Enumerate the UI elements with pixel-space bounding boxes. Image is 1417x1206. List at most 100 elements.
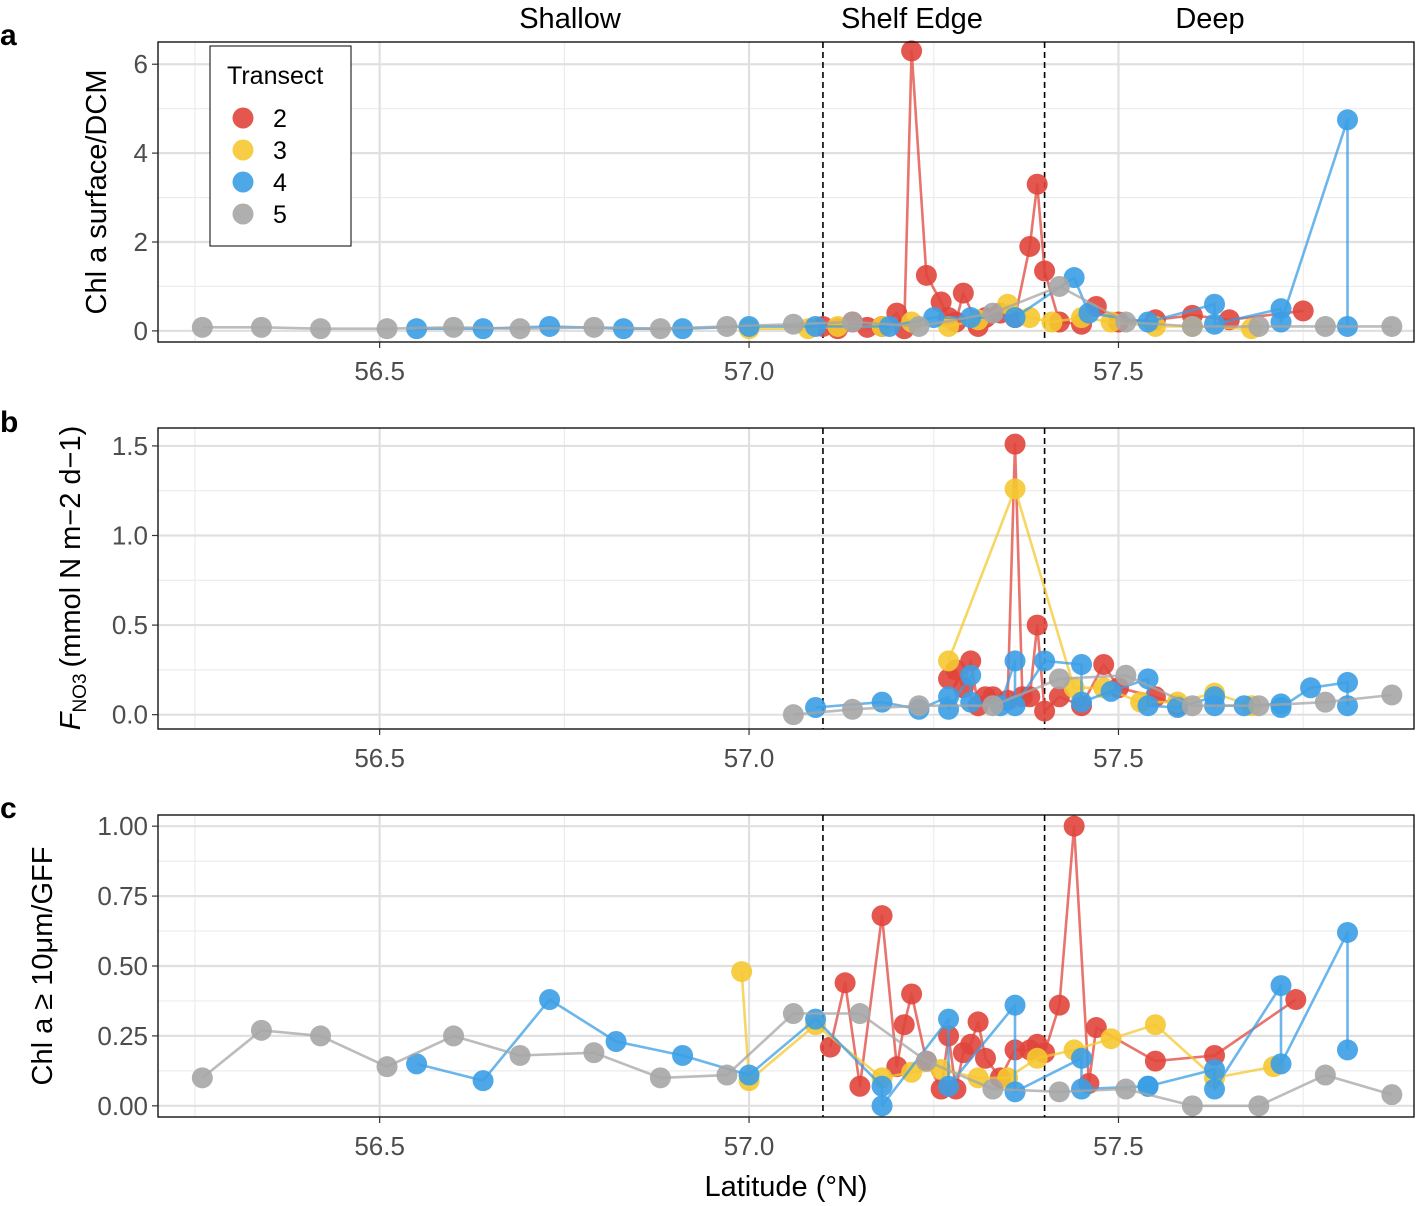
data-point-b-transect-5 bbox=[1381, 684, 1403, 706]
series-line-b-transect-5 bbox=[793, 673, 1392, 716]
data-point-c-transect-4 bbox=[1270, 1053, 1292, 1075]
x-tick-label-c: 56.5 bbox=[354, 1131, 405, 1161]
data-point-a-transect-5 bbox=[782, 313, 804, 335]
panel-c: c 56.5 57.0 57.5 0.00 0.25 0.50 0.75 1.00 Chl a… bbox=[0, 792, 1415, 1161]
data-point-a-transect-5 bbox=[191, 316, 213, 338]
data-point-c-transect-5 bbox=[1248, 1095, 1270, 1117]
data-point-c-transect-4 bbox=[1004, 994, 1026, 1016]
y-axis-title-b-sub: NO3 bbox=[70, 673, 91, 712]
region-label-shallow: Shallow bbox=[519, 3, 622, 35]
y-tick-label-c: 0.75 bbox=[97, 881, 148, 911]
legend: Transect 2 3 4 5 bbox=[209, 45, 352, 247]
data-point-b-transect-4 bbox=[960, 691, 982, 713]
y-tick-label-a: 0 bbox=[134, 316, 148, 346]
data-point-c-transect-2 bbox=[901, 983, 923, 1005]
data-point-c-transect-5 bbox=[982, 1078, 1004, 1100]
data-point-b-transect-5 bbox=[841, 698, 863, 720]
x-tick-label-b: 56.5 bbox=[354, 743, 405, 773]
data-point-c-transect-5 bbox=[1314, 1064, 1336, 1086]
data-point-a-transect-2 bbox=[901, 40, 923, 62]
data-point-c-transect-5 bbox=[583, 1042, 605, 1064]
panel-b-frame bbox=[157, 427, 1415, 730]
data-point-c-transect-2 bbox=[960, 1033, 982, 1055]
data-point-a-transect-2 bbox=[1292, 300, 1314, 322]
data-point-a-transect-4 bbox=[539, 315, 561, 337]
data-point-b-transect-4 bbox=[1337, 671, 1359, 693]
y-tick-label-c: 0.50 bbox=[97, 951, 148, 981]
data-point-a-transect-5 bbox=[716, 315, 738, 337]
data-point-b-transect-2 bbox=[1026, 614, 1048, 636]
data-point-a-transect-5 bbox=[1381, 315, 1403, 337]
data-point-a-transect-4 bbox=[1137, 311, 1159, 333]
data-point-a-transect-4 bbox=[1078, 302, 1100, 324]
y-tick-label-c: 0.00 bbox=[97, 1091, 148, 1121]
data-point-b-transect-2 bbox=[1004, 433, 1026, 455]
data-point-c-transect-4 bbox=[738, 1064, 760, 1086]
data-point-c-transect-3 bbox=[901, 1061, 923, 1083]
data-point-b-transect-5 bbox=[1048, 668, 1070, 690]
data-point-b-transect-2 bbox=[1093, 654, 1115, 675]
y-tick-label-a: 2 bbox=[134, 227, 148, 257]
x-tick-label-c: 57.0 bbox=[724, 1131, 775, 1161]
data-point-c-transect-2 bbox=[893, 1014, 915, 1036]
data-point-c-transect-5 bbox=[509, 1044, 531, 1066]
data-point-b-transect-5 bbox=[1181, 695, 1203, 717]
series-line-c-transect-4 bbox=[416, 931, 1349, 1108]
data-point-c-transect-4 bbox=[1071, 1047, 1093, 1069]
y-tick-label-c: 1.00 bbox=[97, 811, 148, 841]
legend-label-transect-4: 4 bbox=[273, 169, 287, 197]
data-point-b-transect-4 bbox=[1071, 691, 1093, 713]
data-point-c-transect-4 bbox=[805, 1008, 827, 1030]
data-point-b-transect-2 bbox=[1034, 700, 1056, 722]
region-label-shelf-edge: Shelf Edge bbox=[841, 3, 983, 35]
panel-a: a 56.5 57.0 57.5 0 2 4 6 Chl a surface/DCM bbox=[0, 19, 1415, 386]
data-point-b-transect-4 bbox=[1100, 680, 1122, 702]
data-point-c-transect-4 bbox=[672, 1044, 694, 1066]
panel-letter-c: c bbox=[0, 792, 17, 825]
y-tick-label-b: 0.5 bbox=[112, 610, 148, 640]
legend-label-transect-2: 2 bbox=[273, 105, 287, 133]
data-point-b-transect-3 bbox=[938, 650, 960, 672]
data-point-b-transect-4 bbox=[1034, 650, 1056, 672]
data-point-b-transect-4 bbox=[938, 698, 960, 720]
data-point-a-transect-4 bbox=[1337, 109, 1359, 131]
x-tick-label-c: 57.5 bbox=[1093, 1131, 1144, 1161]
y-axis-title-c: Chl a ≥ 10μm/GFF bbox=[27, 847, 59, 1086]
y-tick-label-c: 0.25 bbox=[97, 1021, 148, 1051]
data-point-a-transect-5 bbox=[1314, 315, 1336, 337]
data-point-a-transect-5 bbox=[908, 315, 930, 337]
data-point-c-transect-5 bbox=[915, 1050, 937, 1072]
x-tick-label-b: 57.0 bbox=[724, 743, 775, 773]
data-point-b-transect-4 bbox=[1300, 677, 1322, 699]
data-point-c-transect-4 bbox=[1204, 1078, 1226, 1100]
data-point-c-transect-3 bbox=[1144, 1014, 1166, 1036]
x-tick-label-a: 57.5 bbox=[1093, 356, 1144, 386]
data-point-a-transect-5 bbox=[1181, 315, 1203, 337]
data-point-c-transect-3 bbox=[967, 1067, 989, 1089]
data-point-c-transect-5 bbox=[1048, 1081, 1070, 1103]
legend-key-transect-5 bbox=[232, 203, 254, 225]
y-tick-label-b: 1.5 bbox=[112, 431, 148, 461]
data-point-c-transect-5 bbox=[1381, 1084, 1403, 1106]
data-point-c-transect-5 bbox=[376, 1056, 398, 1078]
data-point-a-transect-2 bbox=[930, 291, 952, 313]
data-point-a-transect-5 bbox=[1115, 311, 1137, 333]
data-point-c-transect-4 bbox=[1004, 1081, 1026, 1103]
data-point-c-transect-5 bbox=[849, 1003, 871, 1025]
region-label-deep: Deep bbox=[1175, 3, 1244, 35]
data-point-c-transect-4 bbox=[472, 1070, 494, 1092]
x-axis-title: Latitude (°N) bbox=[704, 1171, 867, 1203]
data-point-a-transect-4 bbox=[1204, 313, 1226, 335]
data-point-b-transect-4 bbox=[1004, 695, 1026, 717]
panel-b: b 56.5 57.0 57.5 0.0 0.5 1.0 1.5 FNO3 (mmol N m… bbox=[0, 406, 1415, 773]
data-point-a-transect-5 bbox=[583, 316, 605, 338]
legend-title: Transect bbox=[227, 62, 323, 90]
data-point-b-transect-4 bbox=[1004, 650, 1026, 672]
data-point-c-transect-4 bbox=[406, 1053, 428, 1075]
data-point-b-transect-4 bbox=[1071, 654, 1093, 675]
data-point-b-transect-5 bbox=[1314, 691, 1336, 713]
data-point-a-transect-2 bbox=[1034, 260, 1056, 282]
data-point-c-transect-4 bbox=[605, 1031, 627, 1052]
data-point-a-transect-5 bbox=[649, 318, 671, 340]
